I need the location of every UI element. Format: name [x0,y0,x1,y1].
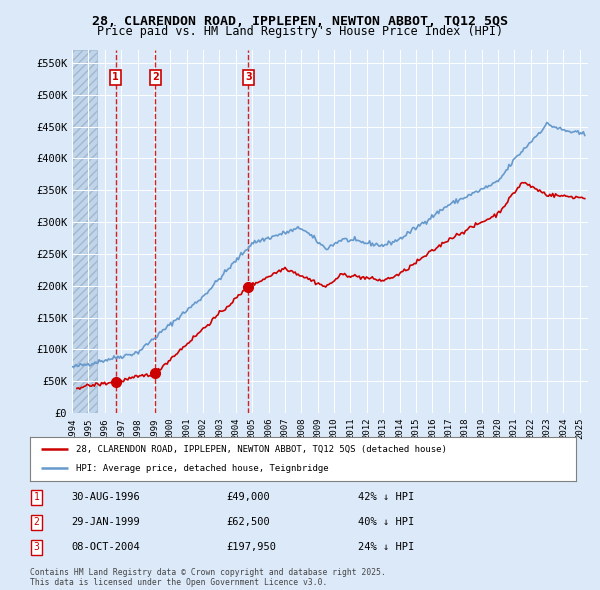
Text: 42% ↓ HPI: 42% ↓ HPI [358,492,414,502]
Text: 1: 1 [34,492,40,502]
Text: 28, CLARENDON ROAD, IPPLEPEN, NEWTON ABBOT, TQ12 5QS (detached house): 28, CLARENDON ROAD, IPPLEPEN, NEWTON ABB… [76,444,447,454]
Text: £62,500: £62,500 [227,517,271,527]
Text: £197,950: £197,950 [227,542,277,552]
Text: 30-AUG-1996: 30-AUG-1996 [71,492,140,502]
Text: HPI: Average price, detached house, Teignbridge: HPI: Average price, detached house, Teig… [76,464,329,473]
Text: Contains HM Land Registry data © Crown copyright and database right 2025.
This d: Contains HM Land Registry data © Crown c… [30,568,386,587]
Text: 3: 3 [245,73,252,83]
Text: Price paid vs. HM Land Registry's House Price Index (HPI): Price paid vs. HM Land Registry's House … [97,25,503,38]
Text: 2: 2 [152,73,158,83]
Text: 29-JAN-1999: 29-JAN-1999 [71,517,140,527]
Text: 40% ↓ HPI: 40% ↓ HPI [358,517,414,527]
Bar [69,50,97,413]
Text: 1: 1 [112,73,119,83]
Text: 08-OCT-2004: 08-OCT-2004 [71,542,140,552]
Text: 2: 2 [34,517,40,527]
Text: 24% ↓ HPI: 24% ↓ HPI [358,542,414,552]
Text: £49,000: £49,000 [227,492,271,502]
Text: 3: 3 [34,542,40,552]
Text: 28, CLARENDON ROAD, IPPLEPEN, NEWTON ABBOT, TQ12 5QS: 28, CLARENDON ROAD, IPPLEPEN, NEWTON ABB… [92,15,508,28]
